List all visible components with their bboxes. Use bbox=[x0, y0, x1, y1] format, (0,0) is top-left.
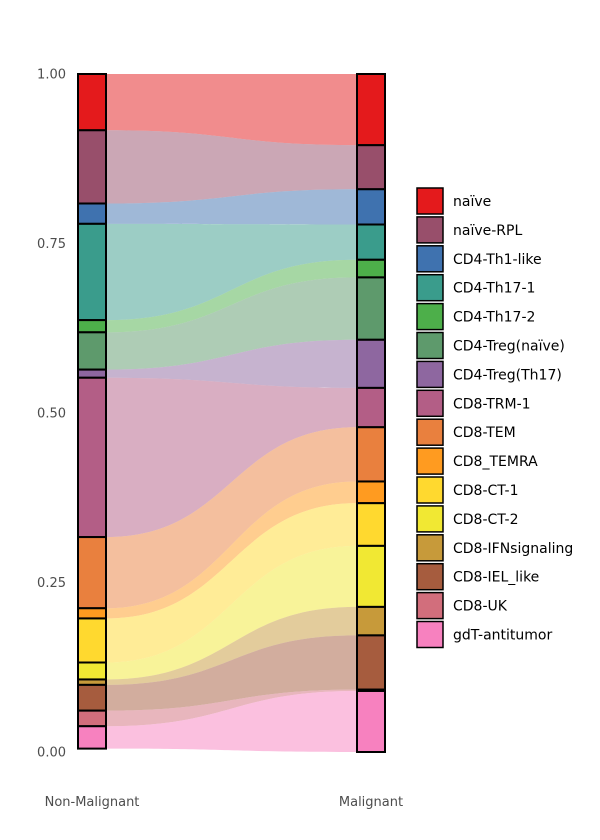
flow-10 bbox=[106, 481, 357, 619]
bar-segment-malignant-2 bbox=[356, 144, 386, 191]
legend-key bbox=[416, 562, 444, 591]
legend-key bbox=[416, 273, 444, 302]
flow-8 bbox=[106, 377, 357, 538]
bar-segment-non-malignant-15 bbox=[77, 709, 107, 728]
legend-label: CD8-CT-2 bbox=[453, 512, 519, 528]
legend-key bbox=[416, 447, 444, 475]
flow-5 bbox=[106, 259, 357, 333]
bar-segment-non-malignant-14 bbox=[77, 683, 107, 712]
flow-16 bbox=[106, 690, 357, 752]
bar-segment-malignant-12 bbox=[356, 544, 386, 608]
legend-key bbox=[416, 245, 444, 273]
legend-key bbox=[416, 591, 444, 620]
bar-segment-malignant-8 bbox=[356, 386, 386, 429]
legend-label: CD8-IFNsignaling bbox=[453, 541, 573, 557]
flow-4 bbox=[106, 223, 357, 321]
flow-7 bbox=[106, 339, 357, 388]
bar-segment-malignant-11 bbox=[356, 502, 386, 547]
legend-label: CD8-TRM-1 bbox=[453, 396, 531, 412]
legend: naïve naïve-RPL CD4-Th1-like CD4-Th17-1 CD4-… bbox=[416, 187, 573, 649]
y-tick-label: 1.00 bbox=[37, 68, 66, 83]
bar-segment-malignant-3 bbox=[356, 188, 386, 226]
bar-segment-non-malignant-8 bbox=[77, 376, 107, 539]
legend-label: CD4-Th1-like bbox=[453, 252, 542, 268]
y-tick-label: 0.25 bbox=[37, 576, 66, 591]
legend-label: CD4-Treg(naïve) bbox=[453, 339, 565, 355]
bar-segment-non-malignant-3 bbox=[77, 202, 107, 225]
legend-key bbox=[416, 505, 444, 533]
bar-segment-malignant-9 bbox=[356, 426, 386, 483]
legend-label: CD8-IEL_like bbox=[453, 570, 539, 586]
stacked-bars bbox=[77, 73, 386, 753]
bar-segment-malignant-5 bbox=[356, 258, 386, 279]
legend-label: CD4-Th17-2 bbox=[453, 310, 535, 326]
legend-label: CD4-Th17-1 bbox=[453, 281, 535, 297]
legend-key bbox=[416, 418, 444, 446]
bar-segment-non-malignant-12 bbox=[77, 661, 107, 681]
bar-segment-non-malignant-1 bbox=[77, 73, 107, 132]
flow-12 bbox=[106, 545, 357, 680]
bar-segment-non-malignant-10 bbox=[77, 607, 107, 620]
bar-segment-non-malignant-2 bbox=[77, 129, 107, 205]
legend-label: gdT-antitumor bbox=[453, 628, 552, 644]
legend-key bbox=[416, 216, 444, 244]
bar-segment-non-malignant-5 bbox=[77, 319, 107, 334]
flow-3 bbox=[106, 189, 357, 225]
flow-1 bbox=[106, 74, 357, 146]
bar-segment-malignant-10 bbox=[356, 480, 386, 505]
flow-15 bbox=[106, 689, 357, 727]
flow-11 bbox=[106, 503, 357, 663]
legend-key bbox=[416, 187, 444, 215]
flow-6 bbox=[106, 277, 357, 370]
flow-2 bbox=[106, 130, 357, 204]
bar-segment-non-malignant-9 bbox=[77, 536, 107, 610]
flow-14 bbox=[106, 635, 357, 711]
bar-segment-non-malignant-4 bbox=[77, 222, 107, 322]
legend-key bbox=[416, 534, 444, 562]
bar-segment-malignant-16 bbox=[356, 689, 386, 753]
y-tick-label: 0.50 bbox=[37, 407, 66, 422]
legend-label: CD8_TEMRA bbox=[453, 454, 538, 470]
bar-segment-malignant-7 bbox=[356, 338, 386, 389]
legend-label: CD8-UK bbox=[453, 599, 508, 615]
legend-label: naïve bbox=[453, 194, 491, 210]
legend-key bbox=[416, 476, 444, 504]
bar-segment-non-malignant-7 bbox=[77, 368, 107, 379]
bar-segment-malignant-4 bbox=[356, 223, 386, 261]
legend-label: CD8-TEM bbox=[453, 425, 516, 441]
y-axis: 0.00 0.25 0.50 0.75 1.00 bbox=[37, 68, 66, 761]
y-tick-label: 0.75 bbox=[37, 237, 66, 252]
flows bbox=[106, 74, 357, 752]
legend-key bbox=[416, 620, 444, 649]
bar-segment-malignant-14 bbox=[356, 634, 386, 691]
x-tick-label: Non-Malignant bbox=[45, 795, 140, 810]
legend-key bbox=[416, 389, 444, 418]
legend-label: CD4-Treg(Th17) bbox=[453, 367, 562, 383]
x-tick-label: Malignant bbox=[339, 795, 403, 810]
x-axis: Non-Malignant Malignant bbox=[45, 795, 404, 810]
bar-segment-malignant-1 bbox=[356, 73, 386, 147]
legend-key bbox=[416, 360, 444, 389]
flow-13 bbox=[106, 606, 357, 685]
legend-key bbox=[416, 302, 444, 331]
legend-key bbox=[416, 331, 444, 360]
flow-9 bbox=[106, 427, 357, 609]
legend-label: naïve-RPL bbox=[453, 223, 522, 239]
y-tick-label: 0.00 bbox=[37, 746, 66, 761]
bar-segment-non-malignant-6 bbox=[77, 331, 107, 371]
bar-segment-malignant-13 bbox=[356, 605, 386, 637]
bar-segment-malignant-6 bbox=[356, 276, 386, 341]
bar-segment-non-malignant-11 bbox=[77, 617, 107, 664]
legend-label: CD8-CT-1 bbox=[453, 483, 519, 499]
bar-segment-non-malignant-16 bbox=[77, 725, 107, 750]
